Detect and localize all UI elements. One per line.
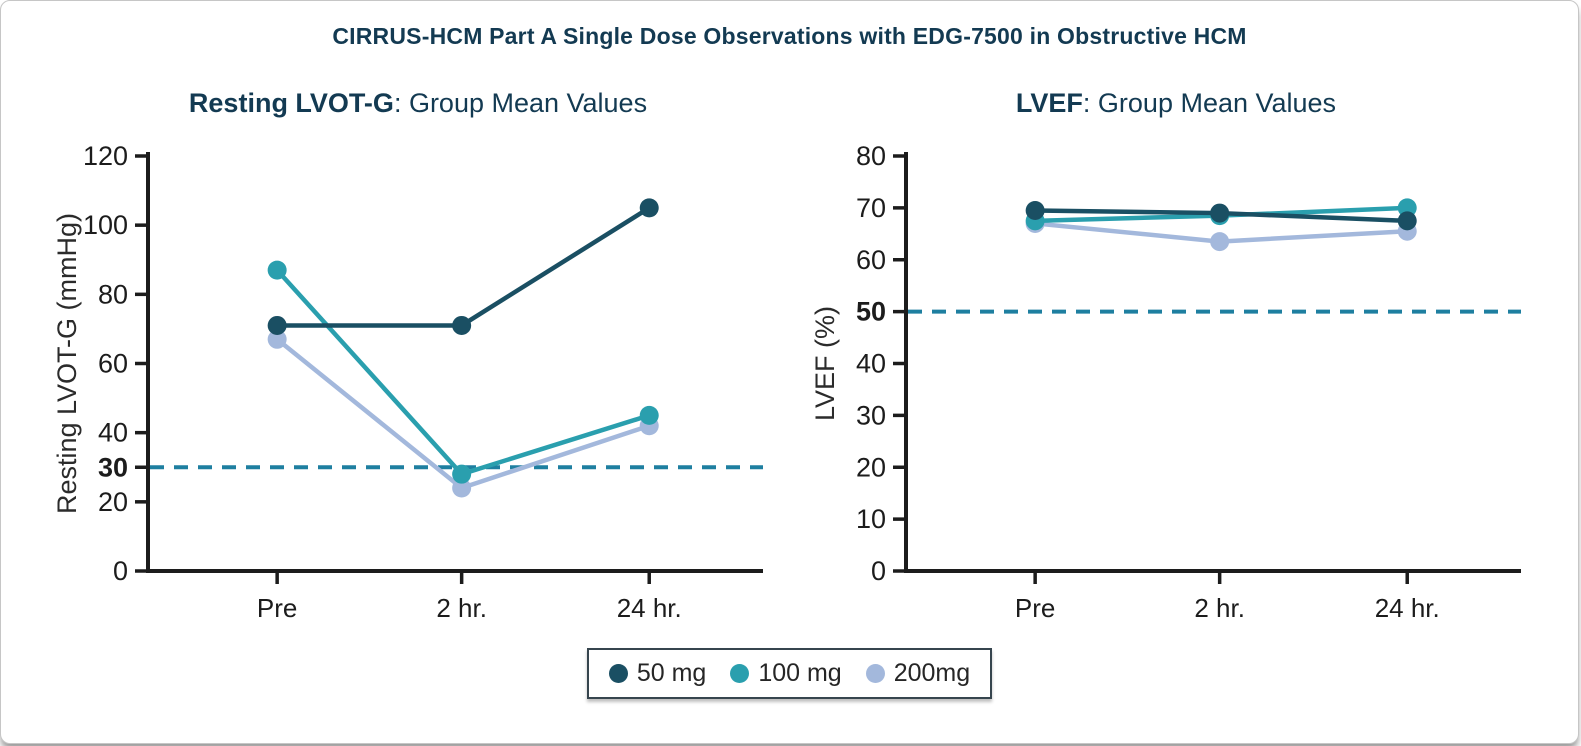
series-line [277, 205, 651, 328]
series-50-mg [267, 198, 659, 335]
y-tick-label: 80 [98, 279, 128, 309]
data-point [267, 260, 287, 280]
lvotg-chart-block: Resting LVOT-G: Group Mean Values 0 20 30 4… [48, 88, 788, 636]
legend-label-50mg: 50 mg [636, 659, 707, 687]
legend-item-200mg: 200mg [865, 659, 971, 688]
data-point [267, 329, 287, 349]
lvotg-chart-title: Resting LVOT-G: Group Mean Values [48, 88, 788, 119]
lvef-chart-title-rest: : Group Mean Values [1082, 88, 1337, 118]
legend-dot-100mg-icon [730, 664, 750, 683]
y-tick-label: 50 [856, 297, 886, 327]
x-tick-label: 24 hr. [617, 593, 682, 623]
series-100-mg [267, 260, 659, 484]
legend-label-100mg: 100 mg [758, 659, 842, 687]
data-point [452, 478, 472, 498]
x-tick-label: Pre [257, 593, 297, 623]
y-tick-label: 70 [856, 193, 886, 223]
y-axis-label: Resting LVOT-G (mmHg) [52, 213, 82, 514]
data-point [639, 198, 659, 218]
x-tick-label: 24 hr. [1375, 593, 1440, 623]
x-tick-label: Pre [1015, 593, 1055, 623]
page-title: CIRRUS-HCM Part A Single Dose Observatio… [332, 23, 1247, 49]
legend-label-200mg: 200mg [893, 659, 971, 687]
y-axis-label: LVEF (%) [810, 306, 840, 421]
data-point [267, 315, 287, 335]
x-tick-label: 2 hr. [436, 593, 487, 623]
y-tick-label: 120 [83, 141, 128, 171]
lvef-chart-block: LVEF: Group Mean Values 0 10 20 30 40 50 60 70 8… [806, 88, 1546, 636]
charts-row: Resting LVOT-G: Group Mean Values 0 20 30 4… [1, 88, 1578, 636]
y-tick-label: 80 [856, 141, 886, 171]
series-200mg [267, 329, 659, 498]
data-point [1210, 232, 1230, 252]
y-tick-label: 30 [98, 452, 128, 482]
y-tick-label: 60 [856, 245, 886, 275]
data-point [452, 315, 472, 335]
data-point [1025, 200, 1045, 220]
y-tick-label: 20 [856, 452, 886, 482]
y-tick-label: 0 [871, 556, 886, 586]
y-tick-label: 100 [83, 210, 128, 240]
lvotg-chart-title-bold: Resting LVOT-G [188, 88, 394, 118]
legend-dot-50mg-icon [608, 664, 628, 683]
y-tick-label: 20 [98, 487, 128, 517]
legend: 50 mg 100 mg 200mg [1, 648, 1578, 699]
legend-dot-200mg-icon [865, 664, 885, 683]
legend-item-100mg: 100 mg [730, 659, 842, 688]
y-tick-label: 0 [113, 556, 128, 586]
lvef-chart-title-bold: LVEF [1015, 88, 1083, 118]
data-point [1397, 211, 1417, 231]
y-tick-label: 30 [856, 400, 886, 430]
lvef-chart: 0 10 20 30 40 50 60 70 80 Pre 2 hr. 24 hr. LVEF (%) [810, 141, 1521, 623]
lvef-chart-title: LVEF: Group Mean Values [806, 88, 1546, 119]
lvotg-chart-title-rest: : Group Mean Values [393, 88, 648, 118]
data-point [452, 464, 472, 484]
legend-box: 50 mg 100 mg 200mg [586, 648, 993, 699]
y-tick-label: 40 [98, 418, 128, 448]
series-50-mg [1025, 200, 1417, 231]
legend-item-50mg: 50 mg [608, 659, 707, 688]
data-point [1210, 203, 1230, 223]
y-tick-label: 40 [856, 349, 886, 379]
data-point [639, 405, 659, 425]
y-tick-label: 60 [98, 349, 128, 379]
lvotg-chart: 0 20 30 40 60 80 100 120 Pre 2 hr. 24 hr. Resting L… [52, 141, 763, 623]
y-tick-label: 10 [856, 504, 886, 534]
x-tick-label: 2 hr. [1194, 593, 1245, 623]
